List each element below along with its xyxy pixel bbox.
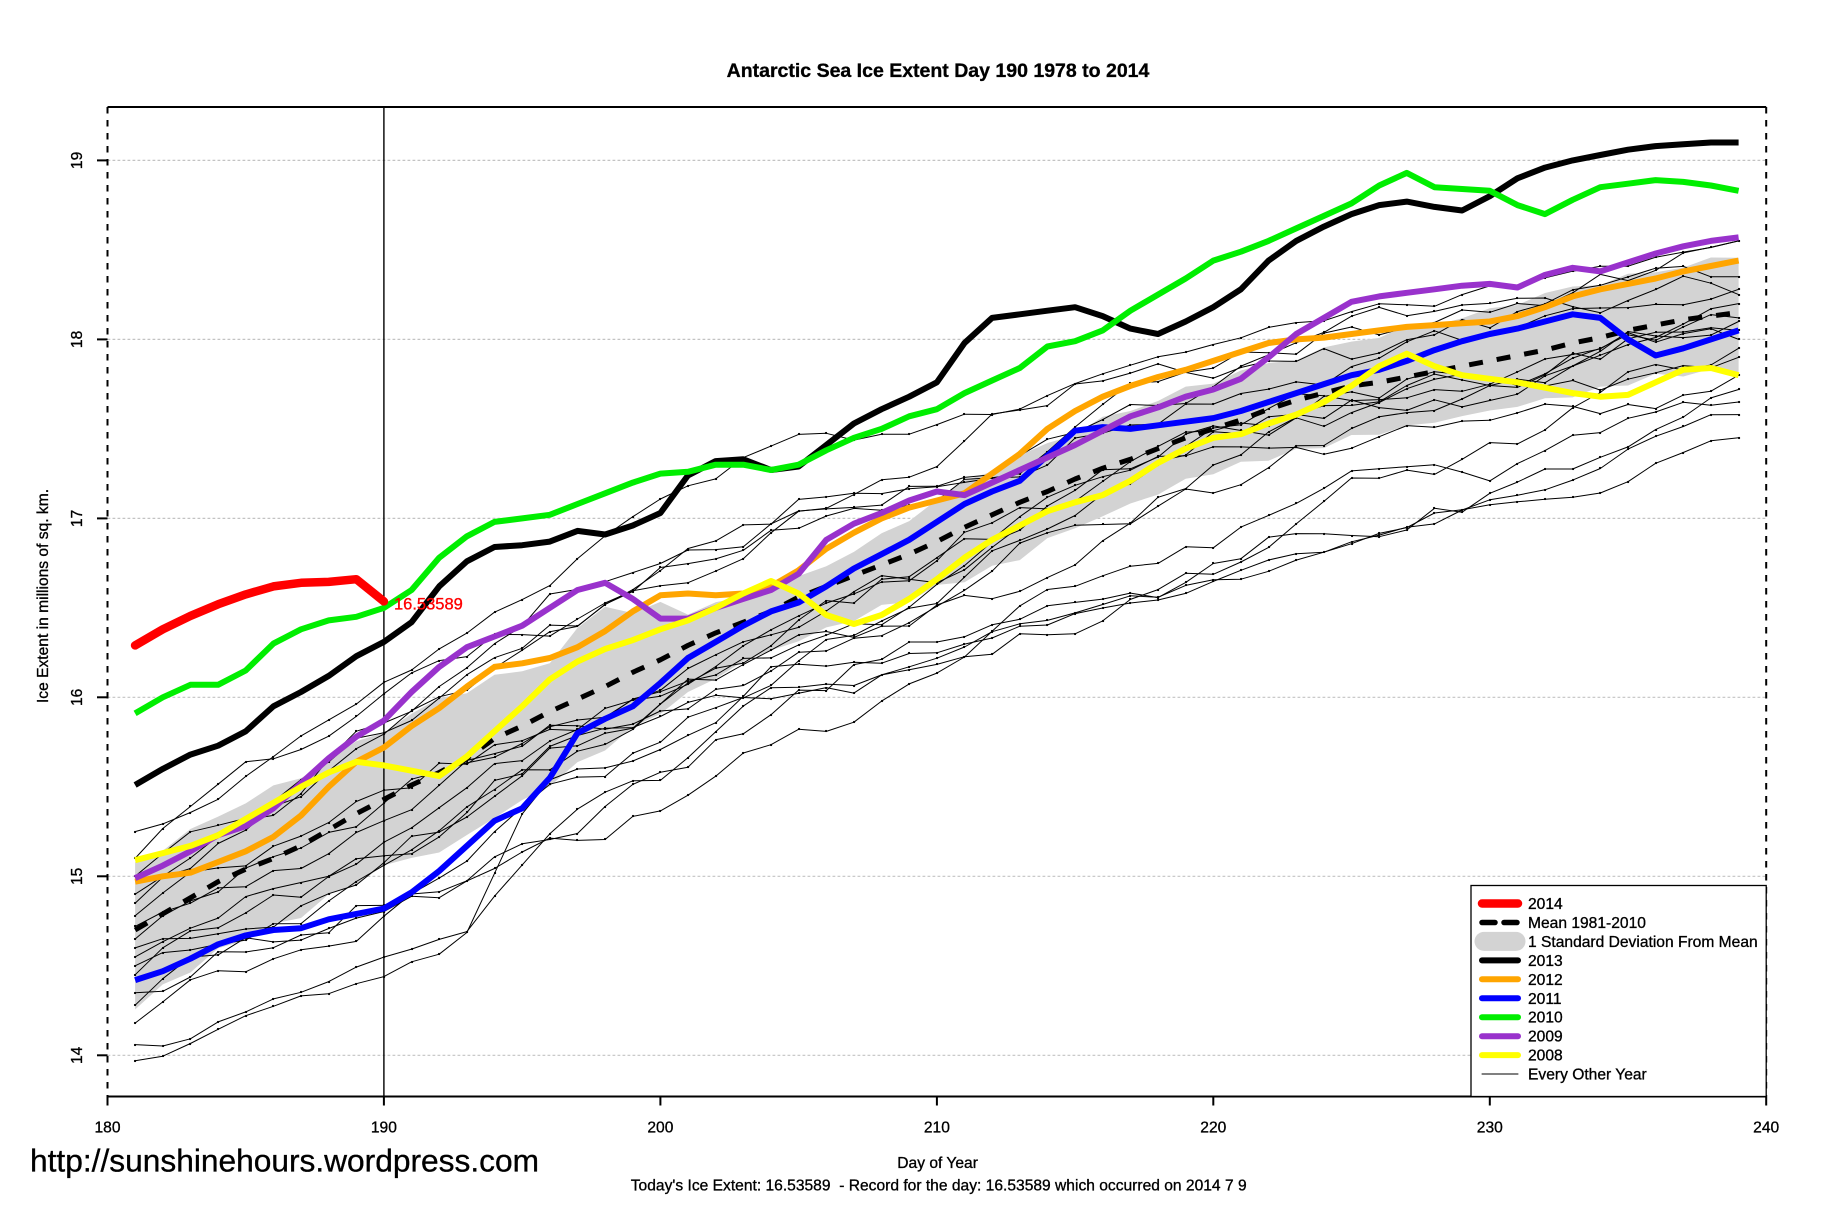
svg-text:15: 15 (69, 867, 86, 885)
svg-text:2014: 2014 (1528, 896, 1563, 913)
svg-text:2011: 2011 (1528, 991, 1562, 1008)
svg-text:19: 19 (69, 152, 86, 169)
svg-text:Ice Extent in millions of sq.: Ice Extent in millions of sq. km. (35, 489, 52, 703)
svg-text:14: 14 (69, 1046, 86, 1064)
svg-text:230: 230 (1477, 1120, 1503, 1137)
svg-text:220: 220 (1200, 1120, 1226, 1137)
svg-text:190: 190 (371, 1120, 397, 1137)
svg-text:2013: 2013 (1528, 953, 1563, 970)
svg-text:2008: 2008 (1528, 1048, 1563, 1065)
svg-text:180: 180 (94, 1120, 120, 1137)
svg-text:2010: 2010 (1528, 1010, 1563, 1027)
svg-text:Antarctic Sea Ice Extent Day 1: Antarctic Sea Ice Extent Day 190 1978 to… (727, 60, 1150, 82)
svg-text:Today's Ice Extent: 16.53589: Today's Ice Extent: 16.53589 - Record fo… (631, 1178, 1247, 1195)
svg-text:Day of Year: Day of Year (897, 1155, 978, 1172)
svg-text:16: 16 (69, 689, 86, 706)
svg-text:17: 17 (69, 510, 86, 527)
svg-text:http://sunshinehours.wordpress: http://sunshinehours.wordpress.com (30, 1143, 539, 1179)
svg-text:16.53589: 16.53589 (394, 596, 463, 614)
svg-text:18: 18 (69, 331, 86, 348)
svg-text:2009: 2009 (1528, 1029, 1563, 1046)
svg-text:2012: 2012 (1528, 972, 1563, 989)
svg-text:200: 200 (647, 1120, 673, 1137)
svg-text:1 Standard Deviation From Mean: 1 Standard Deviation From Mean (1528, 934, 1758, 951)
svg-text:Every Other Year: Every Other Year (1528, 1067, 1647, 1084)
svg-text:210: 210 (924, 1120, 950, 1137)
svg-text:240: 240 (1753, 1120, 1779, 1137)
svg-text:Mean 1981-2010: Mean 1981-2010 (1528, 915, 1646, 932)
